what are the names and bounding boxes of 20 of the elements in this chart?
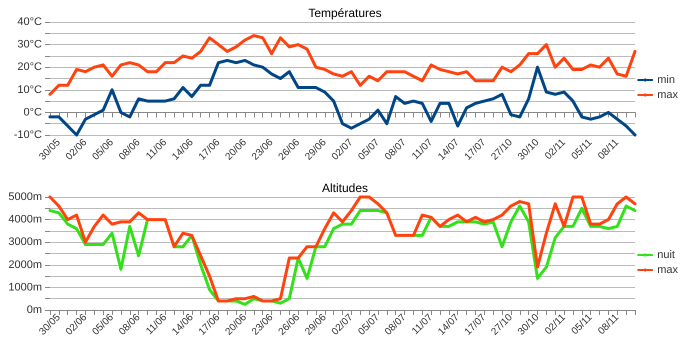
y-tick-label: 1000m xyxy=(8,281,42,294)
legend-label: nuit xyxy=(657,249,675,261)
y-tick-label: 5000m xyxy=(8,191,42,203)
y-tick-label: 40°C xyxy=(17,16,42,28)
y-tick-label: 0m xyxy=(26,304,42,316)
y-tick-label: 2000m xyxy=(8,258,42,271)
legend-label: min xyxy=(657,74,675,86)
legend-label: max xyxy=(657,264,678,276)
y-tick-label: 10°C xyxy=(17,84,42,96)
y-tick-label: 30°C xyxy=(17,38,42,51)
line-series xyxy=(48,58,636,136)
y-tick-label: 3000m xyxy=(8,236,42,248)
y-tick-label: 0°C xyxy=(24,106,42,118)
legend-label: max xyxy=(657,89,678,101)
chart-title: Altitudes xyxy=(322,181,368,195)
line-series xyxy=(48,34,636,96)
chart-title: Températures xyxy=(308,6,382,20)
y-tick-label: 20°C xyxy=(17,61,42,74)
y-tick-label: 4000m xyxy=(8,214,42,226)
y-tick-label: -10°C xyxy=(14,129,42,141)
